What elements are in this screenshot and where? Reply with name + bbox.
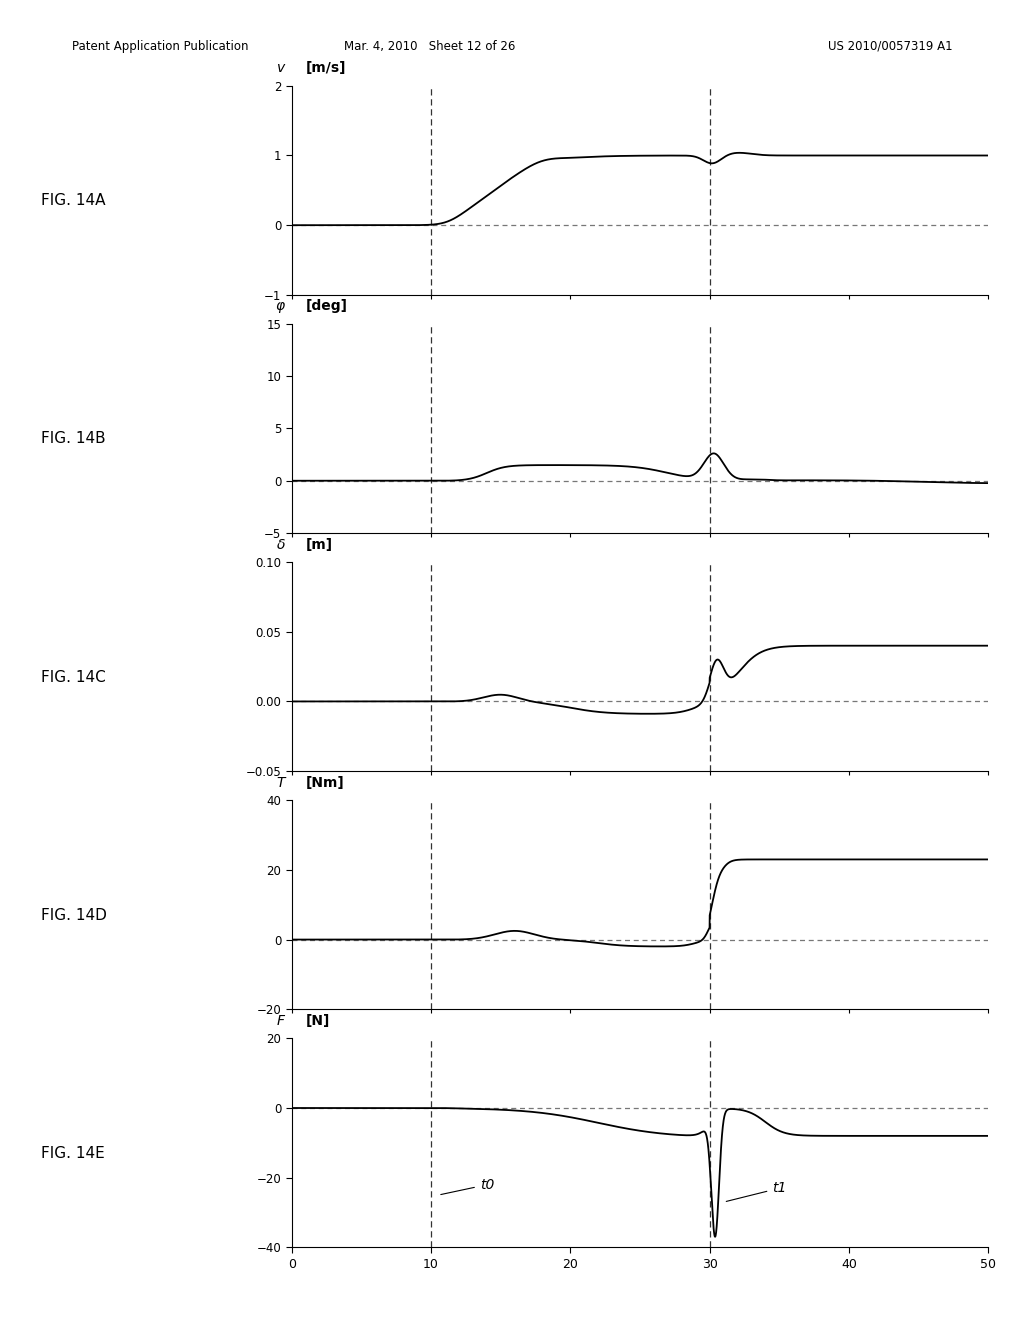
Text: t0: t0 — [440, 1177, 495, 1195]
Text: US 2010/0057319 A1: US 2010/0057319 A1 — [827, 40, 952, 53]
Text: FIG. 14D: FIG. 14D — [41, 908, 106, 923]
Text: [m/s]: [m/s] — [306, 61, 346, 75]
Text: v: v — [276, 61, 285, 75]
Text: FIG. 14B: FIG. 14B — [41, 432, 105, 446]
Text: φ: φ — [275, 300, 285, 313]
Text: FIG. 14C: FIG. 14C — [41, 669, 105, 685]
Text: t1: t1 — [726, 1181, 786, 1201]
Text: Mar. 4, 2010   Sheet 12 of 26: Mar. 4, 2010 Sheet 12 of 26 — [344, 40, 516, 53]
Text: T: T — [276, 776, 285, 789]
Text: F: F — [276, 1014, 285, 1028]
Text: FIG. 14E: FIG. 14E — [41, 1146, 104, 1160]
Text: [m]: [m] — [306, 537, 333, 552]
Text: δ: δ — [276, 537, 285, 552]
Text: FIG. 14A: FIG. 14A — [41, 193, 105, 209]
Text: [Nm]: [Nm] — [306, 776, 344, 789]
Text: Patent Application Publication: Patent Application Publication — [72, 40, 248, 53]
Text: [deg]: [deg] — [306, 300, 348, 313]
Text: [N]: [N] — [306, 1014, 330, 1028]
